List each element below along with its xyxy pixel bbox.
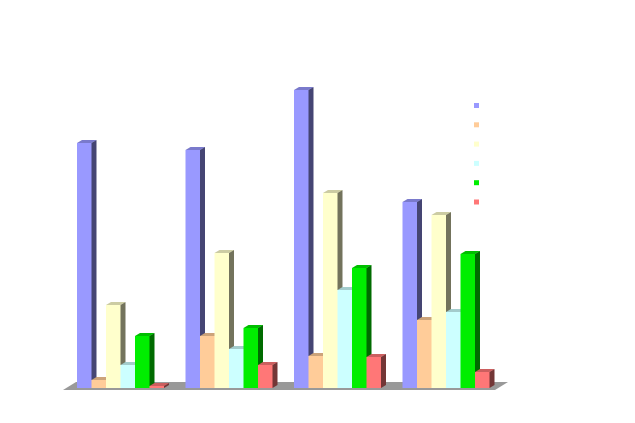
bar-face bbox=[243, 325, 263, 328]
bar-face bbox=[106, 305, 121, 388]
bar-face bbox=[149, 386, 164, 388]
bar-face bbox=[489, 369, 495, 388]
bar-face bbox=[402, 199, 422, 202]
bar bbox=[366, 354, 386, 388]
bar bbox=[294, 87, 314, 388]
bar-face bbox=[460, 254, 475, 388]
bar-face bbox=[294, 87, 314, 90]
bar-face bbox=[135, 333, 155, 336]
bar-face bbox=[77, 140, 97, 143]
bar-face bbox=[200, 336, 215, 388]
legend-marker bbox=[474, 199, 479, 205]
bar-face bbox=[352, 268, 367, 388]
bar-face bbox=[120, 365, 135, 388]
bar-face bbox=[135, 336, 150, 388]
bar-face bbox=[149, 383, 169, 386]
bar-face bbox=[185, 147, 205, 150]
bar-face bbox=[366, 357, 381, 388]
bar-face bbox=[323, 190, 343, 193]
bar-face bbox=[294, 90, 309, 388]
chart-floor bbox=[63, 382, 508, 390]
bar-face bbox=[475, 251, 480, 388]
bar-face bbox=[77, 143, 92, 388]
bar-face bbox=[475, 369, 495, 372]
bar-face bbox=[308, 356, 323, 388]
bar-face bbox=[91, 140, 97, 388]
bar-face bbox=[272, 362, 278, 388]
bar-face bbox=[106, 302, 126, 305]
bar bbox=[475, 369, 495, 388]
bar-face bbox=[431, 215, 446, 388]
bar-face bbox=[164, 383, 169, 388]
bar-face bbox=[417, 320, 432, 388]
bar-face bbox=[149, 333, 155, 388]
bar-face bbox=[431, 212, 451, 215]
bar-face bbox=[352, 265, 372, 268]
bar-face bbox=[229, 349, 244, 388]
bar-face bbox=[308, 87, 314, 388]
bar bbox=[402, 199, 422, 388]
bar-face bbox=[402, 202, 417, 388]
bar-face bbox=[91, 380, 106, 388]
bar-face bbox=[214, 253, 229, 388]
bar-face bbox=[446, 312, 461, 388]
bar-face bbox=[381, 354, 386, 388]
bar-face bbox=[258, 365, 273, 388]
bar-face bbox=[214, 250, 234, 253]
legend-marker bbox=[474, 180, 479, 186]
bar-face bbox=[258, 362, 278, 365]
bar bbox=[460, 251, 480, 388]
bar-face bbox=[475, 372, 490, 388]
bar-face bbox=[323, 193, 338, 388]
bar-face bbox=[366, 354, 386, 357]
legend-marker bbox=[474, 122, 479, 128]
bar bbox=[77, 140, 97, 388]
legend-marker bbox=[474, 160, 479, 166]
bar bbox=[149, 383, 169, 388]
bar bbox=[258, 362, 278, 388]
bar-face bbox=[337, 290, 352, 388]
bar bbox=[135, 333, 155, 388]
legend-marker bbox=[474, 141, 479, 147]
bar-face bbox=[200, 147, 205, 388]
bar-face bbox=[460, 251, 480, 254]
bar-face bbox=[243, 328, 258, 388]
bar bbox=[185, 147, 205, 388]
bar-face bbox=[185, 150, 200, 388]
legend-marker bbox=[474, 103, 479, 108]
